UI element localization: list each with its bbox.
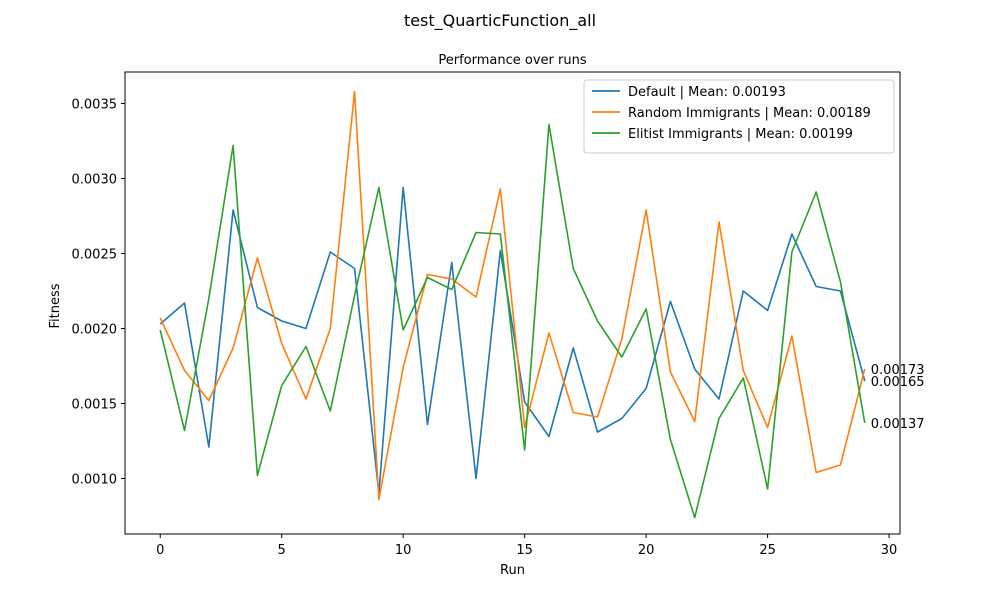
legend: Default | Mean: 0.00193 Random Immigrants… [583, 79, 895, 154]
x-axis-label: Run [500, 563, 525, 578]
x-tick-label: 20 [638, 543, 655, 558]
x-tick-label: 30 [881, 543, 898, 558]
end-label-3: 0.00137 [871, 417, 925, 432]
y-tick-label: 0.0020 [72, 323, 118, 338]
x-tick-label: 25 [759, 543, 776, 558]
y-axis-label: Fitness [48, 283, 63, 328]
series-line-1 [159, 186, 866, 495]
end-label-1: 0.00165 [871, 375, 925, 390]
x-tick-label: 10 [395, 543, 412, 558]
chart-title: Performance over runs [438, 53, 586, 68]
axes-frame [124, 71, 901, 535]
x-tick-label: 0 [156, 543, 164, 558]
legend-entry-3: Elitist Immigrants | Mean: 0.00199 [628, 127, 853, 142]
chart-suptitle: test_QuarticFunction_all [404, 11, 596, 31]
legend-box [583, 79, 895, 154]
y-tick-label: 0.0025 [72, 248, 118, 263]
x-tick-label: 5 [278, 543, 286, 558]
series-line-2 [159, 90, 866, 501]
y-tick-label: 0.0015 [72, 398, 118, 413]
y-tick-label: 0.0010 [72, 473, 118, 488]
x-tick-label: 15 [516, 543, 533, 558]
y-tick-label: 0.0035 [72, 98, 118, 113]
end-label-2: 0.00173 [871, 363, 925, 378]
legend-entry-1: Default | Mean: 0.00193 [628, 85, 786, 100]
series-line-3 [159, 123, 866, 519]
y-tick-label: 0.0030 [72, 173, 118, 188]
legend-entry-2: Random Immigrants | Mean: 0.00189 [628, 106, 871, 121]
